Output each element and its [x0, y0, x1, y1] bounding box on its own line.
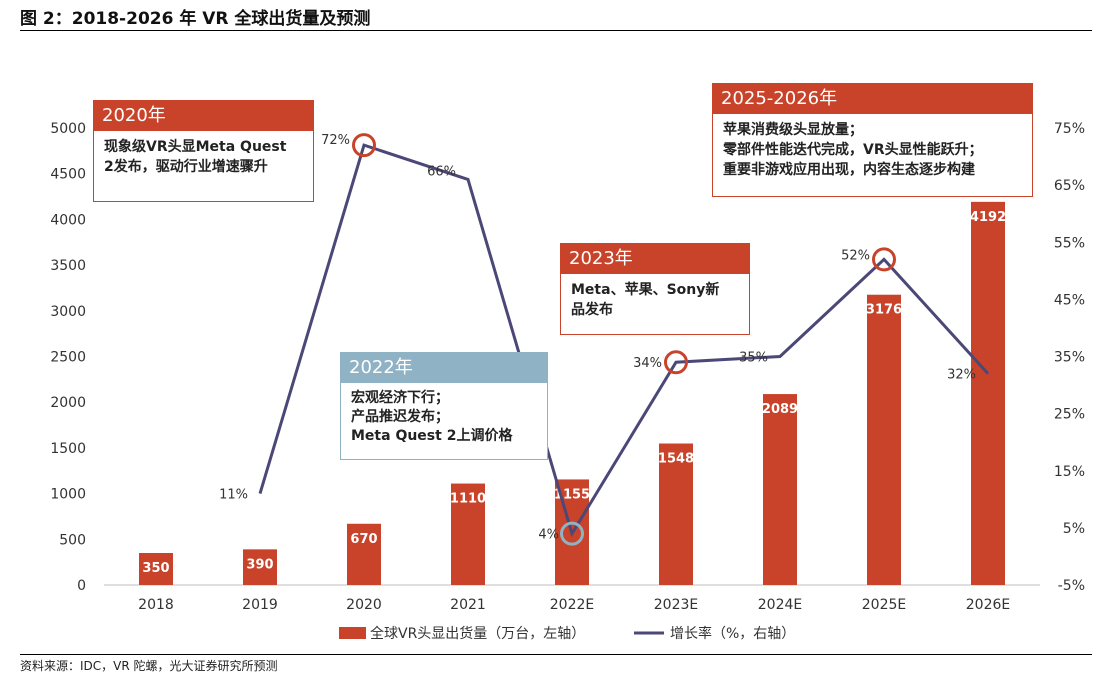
x-axis-ticks: 2018 2019 2020 2021 2022E 2023E 2024E 2025E 2026… — [138, 597, 1010, 613]
bar-value-label: 1548 — [658, 452, 694, 467]
callout-2025-line-3: 重要非游戏应用出现，内容生态逐步构建 — [723, 162, 975, 178]
highlight-circle — [664, 350, 688, 375]
callout-2020: 2020年 现象级VR头显Meta Quest 2发布，驱动行业增速骤升 — [93, 100, 314, 202]
left-tick-label: 4000 — [50, 212, 86, 228]
left-tick-label: 0 — [77, 578, 86, 594]
right-tick-label: 45% — [1054, 292, 1085, 308]
bar-series — [139, 201, 1005, 585]
legend-line-label: 增长率（%，右轴） — [670, 625, 795, 642]
callout-2020-line-1: 现象级VR头显Meta Quest — [104, 139, 287, 155]
bottom-rule — [20, 654, 1092, 655]
highlight-circles — [352, 133, 896, 546]
right-tick-label: 55% — [1054, 235, 1085, 251]
callout-2020-title: 2020年 — [94, 101, 313, 131]
bar — [139, 553, 173, 585]
right-tick-label: 65% — [1054, 178, 1085, 194]
callout-2022-line-1: 宏观经济下行； — [351, 390, 449, 406]
callout-2025-line-2: 零部件性能迭代完成，VR头显性能跃升； — [723, 142, 983, 158]
right-tick-label: 35% — [1054, 350, 1085, 366]
growth-rate-label: 72% — [321, 133, 350, 148]
left-tick-label: 2500 — [50, 350, 86, 366]
callout-2022: 2022年 宏观经济下行； 产品推迟发布； Meta Quest 2上调价格 — [340, 352, 548, 460]
callout-2020-line-2: 2发布，驱动行业增速骤升 — [104, 159, 268, 175]
source-note: 资料来源：IDC，VR 陀螺，光大证券研究所预测 — [20, 659, 278, 673]
x-tick-label: 2022E — [550, 597, 594, 613]
callout-2022-title: 2022年 — [341, 353, 547, 383]
left-tick-label: 1500 — [50, 441, 86, 457]
legend-bar-label: 全球VR头显出货量（万台，左轴） — [370, 625, 585, 642]
left-tick-label: 500 — [59, 532, 86, 548]
bar — [971, 201, 1005, 585]
bar-value-label: 350 — [142, 561, 169, 576]
right-axis-ticks: -5% 5% 15% 25% 35% 45% 55% 65% 75% — [1054, 121, 1085, 594]
bar-value-label: 670 — [350, 532, 377, 547]
callout-2023-title: 2023年 — [561, 244, 749, 274]
bar — [867, 294, 901, 585]
highlight-circle — [560, 521, 584, 546]
right-tick-label: 25% — [1054, 407, 1085, 423]
callout-2025-title: 2025-2026年 — [713, 84, 1032, 114]
x-tick-label: 2026E — [966, 597, 1010, 613]
x-tick-label: 2018 — [138, 597, 174, 613]
growth-rate-line — [258, 143, 990, 538]
left-tick-label: 3500 — [50, 258, 86, 274]
growth-rate-label: 34% — [633, 356, 662, 371]
callout-2025-line-1: 苹果消费级头显放量； — [723, 122, 863, 138]
bar-value-label: 1110 — [450, 492, 486, 507]
left-tick-label: 3000 — [50, 304, 86, 320]
bar-value-label: 4192 — [970, 210, 1006, 225]
right-tick-label: 75% — [1054, 121, 1085, 137]
growth-rate-label: 4% — [538, 528, 559, 543]
left-tick-label: 4500 — [50, 167, 86, 183]
callout-2022-line-3: Meta Quest 2上调价格 — [351, 428, 513, 444]
x-tick-label: 2024E — [758, 597, 802, 613]
right-tick-label: 5% — [1063, 521, 1085, 537]
growth-rate-label: 11% — [219, 488, 248, 503]
bar — [243, 549, 277, 585]
highlight-circle — [872, 247, 896, 272]
x-tick-label: 2021 — [450, 597, 486, 613]
x-tick-label: 2020 — [346, 597, 382, 613]
top-rule — [20, 30, 1092, 31]
figure-title: 图 2：2018-2026 年 VR 全球出货量及预测 — [20, 9, 371, 29]
callout-2025-2026: 2025-2026年 苹果消费级头显放量； 零部件性能迭代完成，VR头显性能跃升… — [712, 83, 1033, 197]
growth-rate-label: 32% — [947, 368, 976, 383]
growth-rate-label: 52% — [841, 248, 870, 263]
growth-rate-labels: 11% 72% 66% 4% 34% 35% 52% 32% — [219, 133, 976, 542]
legend: 全球VR头显出货量（万台，左轴） 增长率（%，右轴） — [339, 625, 795, 642]
callout-2023-line-1: Meta、苹果、Sony新 — [571, 282, 720, 298]
right-tick-label: -5% — [1058, 578, 1085, 594]
x-tick-label: 2023E — [654, 597, 698, 613]
left-tick-label: 5000 — [50, 121, 86, 137]
bar — [659, 443, 693, 585]
callout-2022-line-2: 产品推迟发布； — [351, 409, 449, 425]
x-tick-label: 2019 — [242, 597, 278, 613]
left-tick-label: 1000 — [50, 487, 86, 503]
bar — [763, 394, 797, 585]
growth-rate-label: 66% — [427, 164, 456, 179]
bar-value-label: 2089 — [762, 402, 798, 417]
growth-rate-label: 35% — [739, 351, 768, 366]
callout-2023-line-2: 品发布 — [571, 302, 613, 318]
legend-bar-swatch — [339, 627, 366, 639]
bar — [451, 483, 485, 585]
right-tick-label: 15% — [1054, 464, 1085, 480]
bar-value-label: 390 — [246, 557, 273, 572]
x-tick-label: 2025E — [862, 597, 906, 613]
bar-value-label: 3176 — [866, 303, 902, 318]
left-axis-ticks: 0 500 1000 1500 2000 2500 3000 3500 4000 4500 5000 — [50, 121, 86, 594]
callout-2023: 2023年 Meta、苹果、Sony新 品发布 — [560, 243, 750, 335]
highlight-circle — [352, 133, 376, 158]
left-tick-label: 2000 — [50, 395, 86, 411]
bar — [347, 523, 381, 585]
